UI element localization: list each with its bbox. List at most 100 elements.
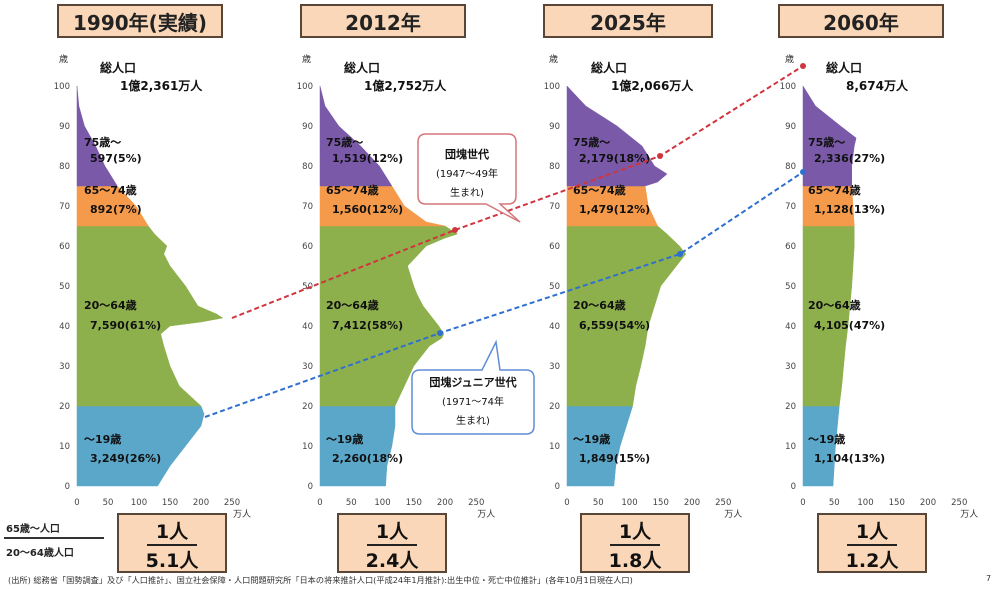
x-tick-label: 150 bbox=[889, 498, 905, 508]
ratio-box-2012: 1人 2.4人 bbox=[337, 513, 447, 573]
y-tick-label: 10 bbox=[549, 442, 560, 452]
y-tick-label: 80 bbox=[785, 162, 796, 172]
ratio-line bbox=[147, 544, 197, 546]
y-axis-label: 歳 bbox=[785, 53, 794, 65]
total-population-value: 1億2,361万人 bbox=[120, 78, 203, 93]
ratio-denominator: 5.1人 bbox=[145, 550, 199, 572]
page-number: 7 bbox=[986, 574, 992, 583]
y-tick-label: 50 bbox=[59, 282, 70, 292]
total-population-label: 総人口 bbox=[344, 60, 380, 75]
y-tick-label: 60 bbox=[549, 242, 560, 252]
y-tick-label: 100 bbox=[544, 82, 560, 92]
y-tick-label: 0 bbox=[555, 482, 560, 492]
y-tick-label: 80 bbox=[59, 162, 70, 172]
baby-boomer-marker bbox=[800, 63, 806, 69]
x-axis-label: 万人 bbox=[233, 509, 251, 520]
year-title-2025: 2025年 bbox=[543, 4, 713, 38]
junior-boomer-marker bbox=[437, 330, 443, 336]
band-75plus bbox=[802, 85, 857, 187]
age-group-value: 1,849(15%) bbox=[579, 452, 650, 465]
x-tick-label: 250 bbox=[951, 498, 967, 508]
y-tick-label: 90 bbox=[785, 122, 796, 132]
y-tick-label: 50 bbox=[302, 282, 313, 292]
age-group-value: 3,249(26%) bbox=[90, 452, 161, 465]
x-tick-label: 200 bbox=[684, 498, 700, 508]
age-group-name: ～19歳 bbox=[84, 432, 121, 446]
age-group-name: 75歳～ bbox=[84, 135, 121, 149]
age-group-name: 65～74歳 bbox=[808, 183, 861, 197]
x-tick-label: 50 bbox=[829, 498, 840, 508]
age-group-name: 75歳～ bbox=[326, 135, 363, 149]
y-tick-label: 10 bbox=[302, 442, 313, 452]
age-group-name: 20～64歳 bbox=[326, 298, 379, 312]
x-tick-label: 250 bbox=[715, 498, 731, 508]
total-population-value: 8,674万人 bbox=[846, 78, 909, 93]
y-tick-label: 100 bbox=[780, 82, 796, 92]
band-65-74 bbox=[76, 185, 149, 227]
ratio-box-1990: 1人 5.1人 bbox=[117, 513, 227, 573]
ratio-numerator: 1人 bbox=[375, 521, 409, 543]
y-tick-label: 40 bbox=[785, 322, 796, 332]
y-axis-label: 歳 bbox=[549, 53, 558, 65]
x-tick-label: 200 bbox=[920, 498, 936, 508]
y-tick-label: 50 bbox=[785, 282, 796, 292]
total-population-value: 1億2,752万人 bbox=[364, 78, 447, 93]
age-group-value: 6,559(54%) bbox=[579, 319, 650, 332]
y-tick-label: 50 bbox=[549, 282, 560, 292]
x-axis-label: 万人 bbox=[724, 509, 742, 520]
ratio-denominator: 2.4人 bbox=[365, 550, 419, 572]
x-tick-label: 100 bbox=[621, 498, 637, 508]
baby-boomer-line bbox=[231, 65, 804, 319]
age-group-value: 1,560(12%) bbox=[332, 203, 403, 216]
age-group-name: 20～64歳 bbox=[808, 298, 861, 312]
junior-boomer-callout-title: 団塊ジュニア世代 bbox=[429, 375, 516, 389]
ratio-line bbox=[847, 544, 897, 546]
y-tick-label: 30 bbox=[302, 362, 313, 372]
y-tick-label: 30 bbox=[549, 362, 560, 372]
y-axis-label: 歳 bbox=[302, 53, 311, 65]
band-0-19 bbox=[76, 405, 205, 487]
y-tick-label: 90 bbox=[302, 122, 313, 132]
x-tick-label: 50 bbox=[346, 498, 357, 508]
age-group-value: 1,104(13%) bbox=[814, 452, 885, 465]
x-tick-label: 100 bbox=[131, 498, 147, 508]
band-75plus bbox=[319, 85, 393, 187]
ratio-numerator: 1人 bbox=[155, 521, 189, 543]
baby-boomer-marker bbox=[657, 153, 663, 159]
y-tick-label: 90 bbox=[549, 122, 560, 132]
age-group-value: 1,479(12%) bbox=[579, 203, 650, 216]
age-group-name: 20～64歳 bbox=[84, 298, 137, 312]
junior-boomer-callout-born: 生まれ) bbox=[456, 414, 490, 427]
y-tick-label: 0 bbox=[308, 482, 313, 492]
cohort-lines bbox=[204, 63, 806, 418]
age-group-name: ～19歳 bbox=[326, 432, 363, 446]
total-population-label: 総人口 bbox=[591, 60, 627, 75]
total-population-label: 総人口 bbox=[826, 60, 862, 75]
y-tick-label: 80 bbox=[549, 162, 560, 172]
ratio-box-2060: 1人 1.2人 bbox=[817, 513, 927, 573]
ratio-denominator: 1.2人 bbox=[845, 550, 899, 572]
band-20-64 bbox=[76, 225, 224, 407]
ratio-line bbox=[367, 544, 417, 546]
age-group-value: 7,412(58%) bbox=[332, 319, 403, 332]
y-tick-label: 60 bbox=[59, 242, 70, 252]
source-note: (出所) 総務省「国勢調査」及び「人口推計」、国立社会保障・人口問題研究所「日本… bbox=[8, 575, 633, 585]
y-tick-label: 100 bbox=[297, 82, 313, 92]
x-tick-label: 50 bbox=[593, 498, 604, 508]
year-title-2012: 2012年 bbox=[300, 4, 466, 38]
year-title-2060: 2060年 bbox=[778, 4, 944, 38]
band-20-64 bbox=[802, 225, 855, 407]
y-tick-label: 80 bbox=[302, 162, 313, 172]
band-75plus bbox=[566, 85, 668, 187]
baby-boomer-callout-years: (1947～49年 bbox=[436, 167, 498, 180]
age-group-name: 65～74歳 bbox=[573, 183, 626, 197]
age-group-value: 597(5%) bbox=[90, 152, 142, 165]
x-tick-label: 250 bbox=[468, 498, 484, 508]
baby-boomer-callout-born: 生まれ) bbox=[450, 186, 484, 199]
baby-boomer-marker bbox=[452, 227, 458, 233]
